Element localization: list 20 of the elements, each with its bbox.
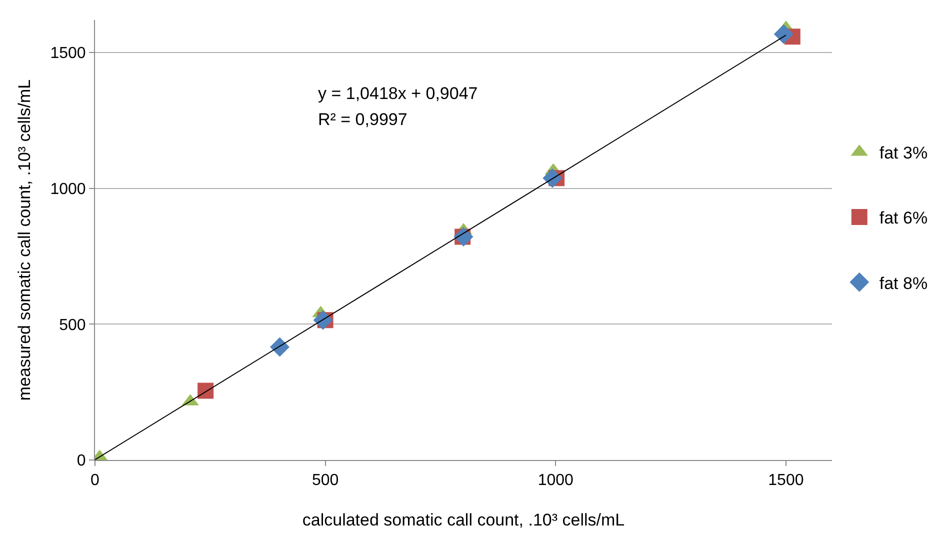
x-tick-label: 1500 xyxy=(768,472,804,490)
x-axis-title: calculated somatic call count, .10³ cells/mL xyxy=(302,510,625,530)
y-tick-label: 1000 xyxy=(50,181,86,198)
y-tick-label: 500 xyxy=(59,316,86,334)
legend-label: fat 8% xyxy=(879,274,928,293)
x-tick-label: 0 xyxy=(90,472,100,490)
y-axis-title: measured somatic call count, .10³ cells/mL xyxy=(14,79,34,401)
point xyxy=(198,382,214,399)
point xyxy=(774,24,794,44)
y-tick-label: 0 xyxy=(76,452,86,470)
annotation: R² = 0,9997 xyxy=(318,110,408,129)
legend-label: fat 6% xyxy=(879,208,928,228)
point xyxy=(542,168,562,188)
point xyxy=(313,310,333,330)
legend-label: fat 3% xyxy=(879,144,928,163)
annotation: y = 1,0418x + 0,9047 xyxy=(318,84,478,103)
y-tick-label: 1500 xyxy=(50,45,86,62)
x-tick-label: 500 xyxy=(312,472,339,490)
x-tick-label: 1000 xyxy=(538,472,574,490)
point xyxy=(270,337,290,357)
